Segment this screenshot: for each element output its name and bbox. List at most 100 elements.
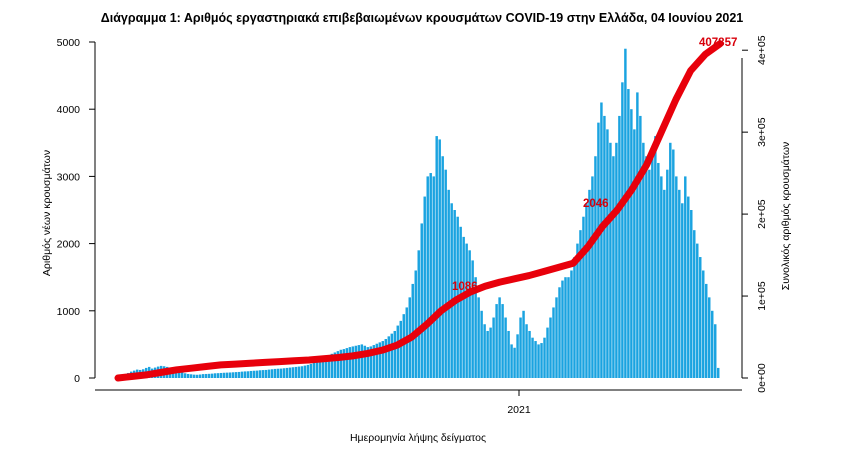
bar <box>330 353 334 378</box>
bar <box>468 250 471 378</box>
bar <box>180 372 184 378</box>
bar <box>492 317 495 378</box>
bar <box>519 317 522 378</box>
bar <box>420 223 423 378</box>
bar <box>336 351 340 378</box>
bar <box>708 297 711 378</box>
bar <box>363 345 367 378</box>
bar <box>267 369 271 378</box>
bar <box>276 368 280 378</box>
bar <box>693 230 696 378</box>
bar <box>675 176 678 378</box>
bar <box>717 367 720 378</box>
bar <box>654 136 657 378</box>
bar <box>300 366 304 378</box>
bar <box>555 297 558 378</box>
bar <box>318 359 322 378</box>
bar <box>369 346 373 378</box>
bar <box>522 310 525 378</box>
bar <box>636 92 639 379</box>
bar <box>513 347 516 378</box>
bar <box>246 371 250 378</box>
bar <box>705 283 708 378</box>
bar <box>387 336 391 378</box>
bar <box>414 270 417 378</box>
bar <box>381 341 385 378</box>
x-axis-label: Ημερομηνία λήψης δείγματος <box>350 432 486 444</box>
left-tick-label: 1000 <box>57 306 81 318</box>
bar <box>534 341 537 378</box>
bar <box>582 216 585 378</box>
annotation-1086: 1086 <box>452 281 478 293</box>
bar <box>231 372 235 378</box>
left-y-ticks: 0 1000 2000 3000 4000 5000 <box>57 37 95 385</box>
bar <box>633 129 636 378</box>
bar <box>249 370 253 378</box>
bar <box>498 297 501 378</box>
bar <box>564 277 567 378</box>
bar <box>603 115 606 379</box>
bar <box>657 162 660 378</box>
bar <box>426 176 429 378</box>
bar <box>606 129 609 378</box>
bar <box>573 257 576 378</box>
bar <box>525 324 528 378</box>
bar <box>261 370 265 378</box>
bar <box>540 343 543 378</box>
bar <box>339 349 343 378</box>
bar <box>609 142 612 378</box>
bar <box>585 203 588 378</box>
bar <box>204 373 208 378</box>
bar <box>459 226 462 378</box>
bar <box>714 324 717 378</box>
bar <box>510 344 513 378</box>
bar <box>624 48 627 378</box>
bar <box>645 156 648 378</box>
bar <box>438 139 441 378</box>
bar <box>402 314 405 378</box>
bar <box>600 102 603 378</box>
bar <box>669 142 672 378</box>
bar <box>546 327 549 378</box>
bar <box>297 366 301 378</box>
bar <box>630 109 633 378</box>
bar <box>321 357 325 378</box>
bar <box>435 136 438 378</box>
bar <box>444 169 447 378</box>
bar <box>216 373 220 378</box>
bar <box>270 369 274 378</box>
bar <box>639 115 642 379</box>
right-tick-label: 2e+05 <box>756 199 768 229</box>
left-tick-label: 4000 <box>57 104 81 116</box>
bar <box>252 370 256 378</box>
bar <box>219 372 223 378</box>
bar <box>294 366 298 378</box>
bar <box>462 236 465 378</box>
bar <box>495 304 498 378</box>
bar <box>465 243 468 378</box>
right-y-axis-label: Συνολικός αριθμός κρουσμάτων <box>780 142 792 291</box>
bar <box>264 369 268 378</box>
bar <box>711 310 714 378</box>
bar <box>345 348 349 378</box>
bar <box>666 169 669 378</box>
bar <box>384 339 388 378</box>
bar <box>480 310 483 378</box>
bar <box>612 156 615 378</box>
bar <box>411 283 414 378</box>
bar <box>561 280 564 378</box>
bar <box>615 142 618 378</box>
x-tick-label: 2021 <box>507 404 531 416</box>
bar <box>501 304 504 378</box>
left-tick-label: 5000 <box>57 37 81 49</box>
bar <box>357 345 361 378</box>
chart-title: Διάγραμμα 1: Αριθμός εργαστηριακά επιβεβ… <box>101 11 744 25</box>
bar <box>660 176 663 378</box>
bar <box>378 342 382 378</box>
bar <box>429 173 432 378</box>
cumulative-line <box>114 40 724 382</box>
bar <box>303 365 307 378</box>
bar <box>549 317 552 378</box>
bar <box>237 371 241 378</box>
